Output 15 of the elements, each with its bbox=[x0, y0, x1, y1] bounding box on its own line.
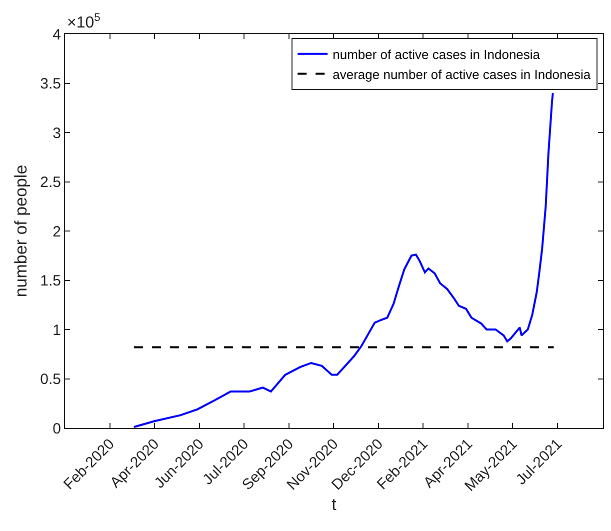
legend-label: average number of active cases in Indonesia bbox=[332, 66, 592, 82]
y-tick-label: 4 bbox=[52, 26, 61, 44]
y-tick-label: 3.5 bbox=[40, 76, 61, 92]
y-tick-label: 1.5 bbox=[40, 272, 61, 290]
y-tick-label: 1 bbox=[52, 322, 61, 339]
y-tick-label: 2.5 bbox=[40, 174, 61, 191]
line-series bbox=[132, 92, 554, 428]
text: ×10$^{5}$ bbox=[67, 12, 100, 32]
y-tick-label: 3 bbox=[52, 124, 61, 142]
legend-label: number of active cases in Indonesia bbox=[332, 46, 541, 62]
x-axis-title: t bbox=[332, 495, 337, 514]
y-axis-title: number of people bbox=[12, 164, 31, 298]
y-tick-label: 0.5 bbox=[40, 371, 61, 388]
y-tick-label: 0 bbox=[52, 420, 61, 438]
y-tick-label: 2 bbox=[52, 223, 61, 240]
